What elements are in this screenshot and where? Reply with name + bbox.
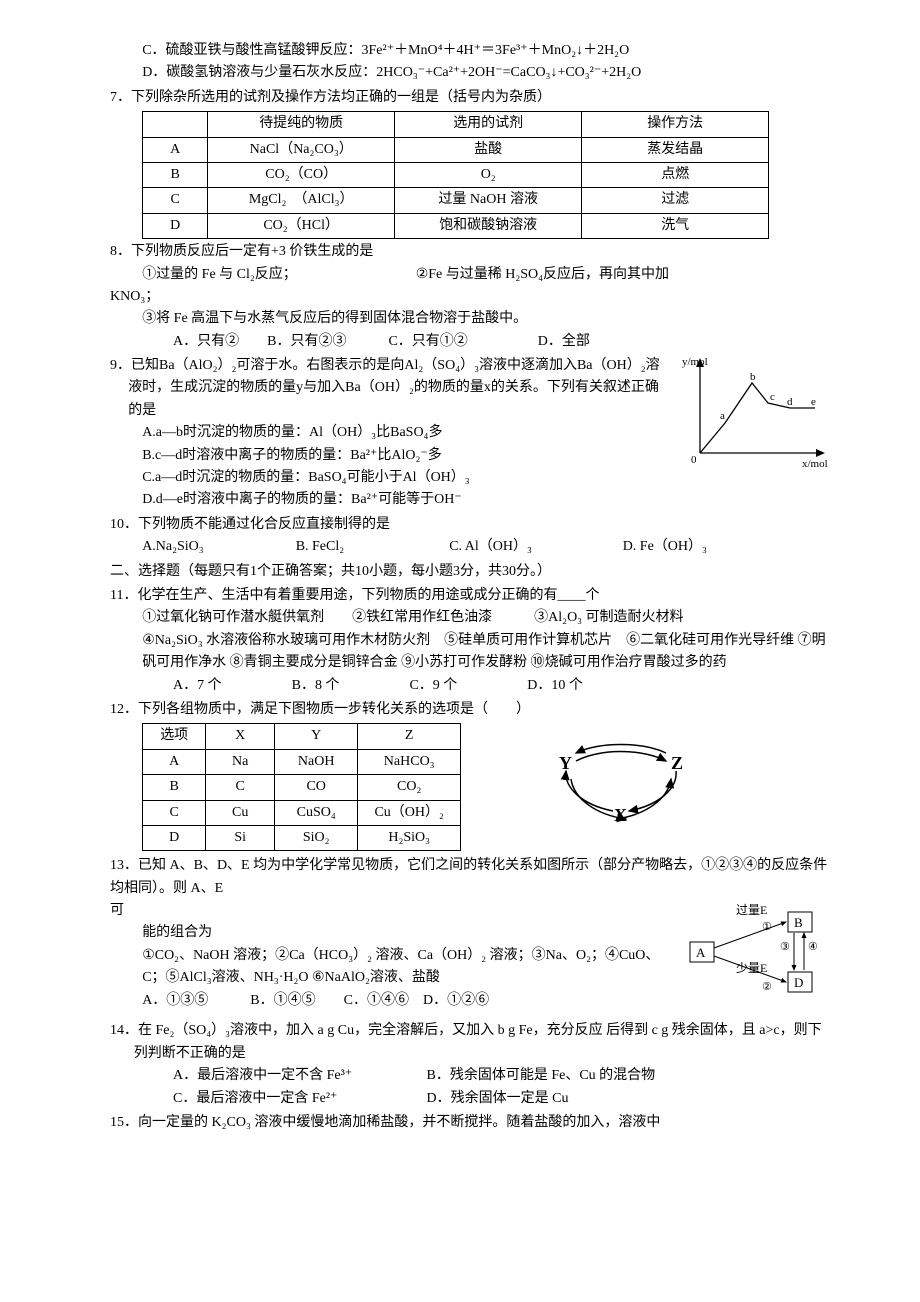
table-cell: D [143, 213, 208, 238]
q13-diagram: A B D 过量E 少量E ① ② ③ ④ [680, 900, 830, 1018]
q13-opts: A．①③⑤ B．①④⑤ C．①④⑥ D．①②⑥ [142, 990, 672, 1012]
q14-D: D．残余固体一定是 Cu [427, 1091, 569, 1106]
svg-text:Y: Y [559, 753, 572, 773]
q12-h1: X [206, 724, 275, 749]
svg-text:a: a [720, 410, 725, 422]
q10-A: A.Na₂SiO₃ [142, 536, 292, 558]
q15-stem: 15．向一定量的 K₂CO₃ 溶液中缓慢地滴加稀盐酸，并不断搅拌。随着盐酸的加入… [110, 1112, 830, 1134]
table-cell: 饱和碳酸钠溶液 [395, 213, 582, 238]
q13-stem: 13．已知 A、B、D、E 均为中学化学常见物质，它们之间的转化关系如图所示（部… [110, 855, 830, 900]
q7-table: 待提纯的物质 选用的试剂 操作方法 ANaCl（Na₂CO₃）盐酸蒸发结晶 BC… [142, 111, 769, 239]
q11-opts: A．7 个 B．8 个 C．9 个 D．10 个 [173, 675, 830, 697]
svg-text:0: 0 [691, 454, 697, 466]
q12-table: 选项 X Y Z ANaNaOHNaHCO₃ BCCOCO₂ CCuCuSO₄C… [142, 723, 461, 851]
svg-text:A: A [696, 945, 706, 960]
table-cell: 点燃 [582, 162, 769, 187]
q10-B: B. FeCl₂ [296, 536, 446, 558]
svg-text:Z: Z [671, 753, 683, 773]
q14-row1: A．最后溶液中一定不含 Fe³⁺ B．残余固体可能是 Fe、Cu 的混合物 [173, 1065, 830, 1087]
svg-text:少量E: 少量E [736, 961, 767, 975]
q9-C: C.a—d时沉淀的物质的量：BaSO₄可能小于Al（OH）₃ [142, 467, 672, 489]
q10-stem: 10．下列物质不能通过化合反应直接制得的是 [110, 514, 830, 536]
q8-stem: 8．下列物质反应后一定有+3 价铁生成的是 [110, 241, 830, 263]
q13-cont: 可 [110, 900, 672, 922]
q8-line3: ③将 Fe 高温下与水蒸气反应后的得到固体混合物溶于盐酸中。 [142, 308, 830, 330]
table-cell: 蒸发结晶 [582, 137, 769, 162]
table-cell: CO₂（HCl） [208, 213, 395, 238]
table-cell: 过量 NaOH 溶液 [395, 188, 582, 213]
q9-B: B.c—d时溶液中离子的物质的量：Ba²⁺比AlO₂⁻多 [142, 445, 672, 467]
q8-opts: A．只有② B．只有②③ C．只有①② D．全部 [173, 331, 830, 353]
svg-text:B: B [794, 915, 803, 930]
q13-body: ①CO₂、NaOH 溶液；②Ca（HCO₃）₂ 溶液、Ca（OH）₂ 溶液；③N… [142, 945, 672, 990]
svg-text:④: ④ [808, 941, 818, 953]
q7-h2: 选用的试剂 [395, 112, 582, 137]
table-cell: C [143, 188, 208, 213]
q14-A: A．最后溶液中一定不含 Fe³⁺ [173, 1065, 423, 1087]
q12-h2: Y [275, 724, 358, 749]
svg-text:b: b [750, 371, 756, 383]
table-cell: A [143, 137, 208, 162]
q11-body2: ④Na₂SiO₃ 水溶液俗称水玻璃可用作木材防火剂 ⑤硅单质可用作计算机芯片 ⑥… [142, 630, 830, 675]
q8-line1: ①过量的 Fe 与 Cl₂反应； ②Fe 与过量稀 H₂SO₄反应后，再向其中加 [142, 264, 830, 286]
q10-opts: A.Na₂SiO₃ B. FeCl₂ C. Al（OH）₃ D. Fe（OH）₃ [142, 536, 830, 558]
q6-option-c: C．硫酸亚铁与酸性高锰酸钾反应：3Fe²⁺＋MnO⁴＋4H⁺＝3Fe³⁺＋MnO… [142, 40, 830, 62]
q12-h0: 选项 [143, 724, 206, 749]
q7-h0 [143, 112, 208, 137]
q14-row2: C．最后溶液中一定含 Fe²⁺ D．残余固体一定是 Cu [173, 1088, 830, 1110]
svg-text:②: ② [762, 981, 772, 993]
svg-text:过量E: 过量E [736, 903, 767, 917]
svg-text:e: e [811, 396, 816, 408]
svg-text:X: X [614, 805, 627, 825]
q9-D: D.d—e时溶液中离子的物质的量：Ba²⁺可能等于OH⁻ [142, 489, 672, 511]
q7-stem: 7．下列除杂所选用的试剂及操作方法均正确的一组是（括号内为杂质） [110, 87, 830, 109]
q12-diagram: Y Z X [521, 721, 721, 839]
svg-text:c: c [770, 391, 775, 403]
table-cell: CO₂（CO） [208, 162, 395, 187]
q7-h1: 待提纯的物质 [208, 112, 395, 137]
svg-text:D: D [794, 975, 803, 990]
q9-chart: y/mol x/mol 0 a b c d e [680, 353, 830, 481]
svg-text:①: ① [762, 921, 772, 933]
q6-option-d: D．碳酸氢钠溶液与少量石灰水反应：2HCO₃⁻+Ca²⁺+2OH⁻=CaCO₃↓… [142, 62, 830, 84]
q13-stem2: 能的组合为 [142, 922, 672, 944]
q8-l1a: ①过量的 Fe 与 Cl₂反应； [142, 264, 412, 286]
table-cell: 盐酸 [395, 137, 582, 162]
table-cell: B [143, 162, 208, 187]
table-cell: 洗气 [582, 213, 769, 238]
q9-stem: 9．已知Ba（AlO₂）₂可溶于水。右图表示的是向Al₂（SO₄）₃溶液中逐滴加… [128, 355, 672, 422]
q12-h3: Z [358, 724, 461, 749]
axis-x-label: x/mol [802, 458, 828, 470]
q14-C: C．最后溶液中一定含 Fe²⁺ [173, 1088, 423, 1110]
svg-text:d: d [787, 396, 793, 408]
q9-A: A.a—b时沉淀的物质的量：Al（OH）₃比BaSO₄多 [142, 422, 672, 444]
q12-stem: 12．下列各组物质中，满足下图物质一步转化关系的选项是（ ） [110, 699, 830, 721]
q8-l1b: ②Fe 与过量稀 H₂SO₄反应后，再向其中加 [416, 267, 669, 282]
q11-body1: ①过氧化钠可作潜水艇供氧剂 ②铁红常用作红色油漆 ③Al₂O₃ 可制造耐火材料 [142, 607, 830, 629]
q10-C: C. Al（OH）₃ [449, 536, 619, 558]
svg-text:③: ③ [780, 941, 790, 953]
q14-B: B．残余固体可能是 Fe、Cu 的混合物 [427, 1068, 656, 1083]
axis-y-label: y/mol [682, 356, 708, 368]
q11-stem: 11．化学在生产、生活中有着重要用途，下列物质的用途或成分正确的有____个 [110, 585, 830, 607]
section2-title: 二、选择题（每题只有1个正确答案；共10小题，每小题3分，共30分。） [110, 561, 830, 583]
table-cell: 过滤 [582, 188, 769, 213]
q10-D: D. Fe（OH）₃ [623, 539, 707, 554]
q7-h3: 操作方法 [582, 112, 769, 137]
q14-stem: 14．在 Fe₂（SO₄）₃溶液中，加入 a g Cu，完全溶解后，又加入 b … [134, 1020, 830, 1065]
table-cell: O₂ [395, 162, 582, 187]
q8-line2: KNO₃； [110, 286, 830, 308]
table-cell: NaCl（Na₂CO₃） [208, 137, 395, 162]
table-cell: MgCl₂ （AlCl₃） [208, 188, 395, 213]
